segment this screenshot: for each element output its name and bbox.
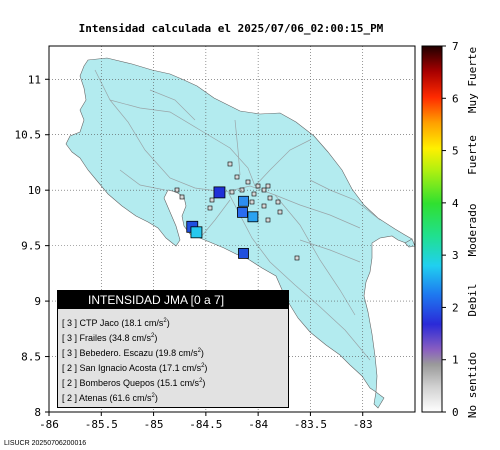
x-tick-label: -84.5 xyxy=(189,418,222,431)
x-tick-label: -83 xyxy=(353,418,373,431)
legend-title: INTENSIDAD JMA [0 a 7] xyxy=(58,291,288,309)
intensity-stations xyxy=(186,186,259,259)
x-tick-label: -86 xyxy=(39,418,59,431)
minor-station-markers xyxy=(174,161,300,261)
colorbar-tick-label: 5 xyxy=(452,145,459,158)
y-tick-label: 9.5 xyxy=(21,240,41,253)
x-tick-label: -85 xyxy=(144,418,164,431)
map-axes: -86 -85.5 -85 -84.5 -84 -83.5 -83 11 10.5 10 9.5 9 8… xyxy=(15,73,373,431)
y-tick-label: 10.5 xyxy=(15,129,42,142)
x-tick-label: -83.5 xyxy=(294,418,327,431)
colorbar-category-label: Muy Fuerte xyxy=(466,47,479,113)
road-network xyxy=(94,69,381,361)
gridlines xyxy=(49,46,415,412)
legend-item: [ 2 ] Bomberos Quepos (15.1 cm/s2) xyxy=(62,378,206,388)
colorbar-tick-label: 0 xyxy=(452,406,459,419)
southern-tip-land xyxy=(373,391,385,409)
colorbar-category-label: Fuerte xyxy=(466,135,479,175)
y-tick-label: 10 xyxy=(28,184,41,197)
colorbar-category-label: Moderado xyxy=(466,204,479,257)
station-marker xyxy=(238,195,249,207)
legend-item: [ 3 ] CTP Jaco (18.1 cm/s2) xyxy=(62,318,170,328)
station-marker xyxy=(213,186,226,199)
intensity-colorbar xyxy=(421,45,443,413)
colorbar-category-label: Debil xyxy=(466,283,479,316)
map-title: Intensidad calculada el 2025/07/06_02:00… xyxy=(78,22,384,35)
map-border xyxy=(48,45,416,413)
y-tick-label: 8 xyxy=(34,406,41,419)
colorbar-tick-label: 4 xyxy=(452,197,459,210)
colorbar-tick-label: 3 xyxy=(452,249,459,262)
border-notch-land xyxy=(404,238,415,248)
colorbar-tick-label: 7 xyxy=(452,40,459,53)
y-tick-label: 11 xyxy=(28,73,41,86)
colorbar-tick-label: 2 xyxy=(452,301,459,314)
x-tick-label: -85.5 xyxy=(85,418,118,431)
station-marker xyxy=(190,226,203,239)
y-tick-label: 8.5 xyxy=(21,351,41,364)
costa-rica-land xyxy=(65,57,413,393)
y-tick-label: 9 xyxy=(34,295,41,308)
station-marker xyxy=(237,206,248,218)
intensity-legend: INTENSIDAD JMA [0 a 7] [ 3 ] CTP Jaco (1… xyxy=(57,290,289,408)
legend-item: [ 2 ] San Ignacio Acosta (17.1 cm/s2) xyxy=(62,363,208,373)
colorbar-tick-label: 1 xyxy=(452,354,459,367)
credit-label: LISUCR 20250706200016 xyxy=(4,440,87,447)
colorbar-category-label: No sentido xyxy=(466,352,479,418)
station-marker xyxy=(247,211,259,223)
legend-item: [ 3 ] Frailes (34.8 cm/s2) xyxy=(62,333,158,343)
station-marker xyxy=(238,247,249,259)
x-tick-label: -84 xyxy=(248,418,268,431)
legend-item: [ 3 ] Bebedero. Escazu (19.8 cm/s2) xyxy=(62,348,204,358)
colorbar-categories: No sentido Debil Moderado Fuerte Muy Fuerte xyxy=(466,47,479,418)
colorbar-ticks: 0 1 2 3 4 5 6 7 xyxy=(442,40,459,419)
legend-item: [ 2 ] Atenas (61.6 cm/s2) xyxy=(62,393,158,403)
colorbar-tick-label: 6 xyxy=(452,92,459,105)
